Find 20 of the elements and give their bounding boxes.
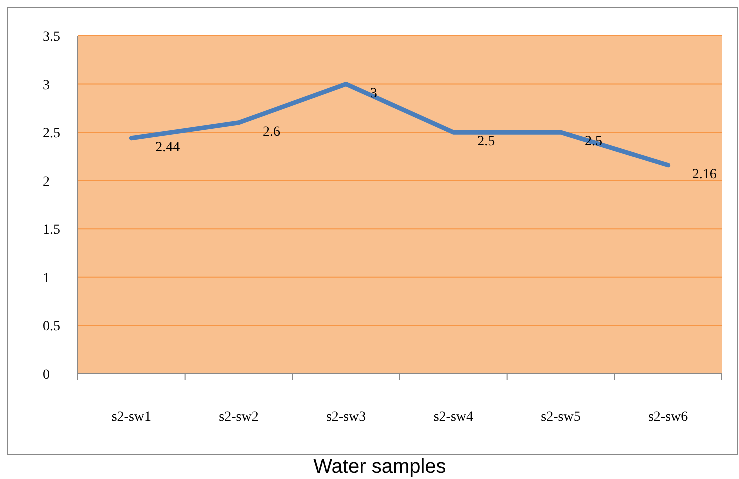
line-series <box>129 82 671 168</box>
y-tick-label: 1 <box>43 271 50 286</box>
x-axis-title: Water samples <box>314 456 446 478</box>
y-tick-label: 3 <box>43 78 50 94</box>
x-tick-label: s2-sw5 <box>541 410 581 425</box>
x-tick-label: s2-sw3 <box>326 410 366 425</box>
x-tick-label: s2-sw1 <box>112 410 152 425</box>
data-label: 2.5 <box>478 134 496 150</box>
data-label: 2.6 <box>263 124 280 140</box>
y-tick-label: 0 <box>43 368 50 383</box>
y-tick-label: 0.5 <box>43 320 60 335</box>
y-tick-label: 1.5 <box>43 223 60 238</box>
data-label: 2.44 <box>156 140 180 156</box>
y-tick-label: 3.5 <box>43 30 60 45</box>
x-tick-label: s2-sw6 <box>648 410 688 425</box>
x-tick-label: s2-sw4 <box>434 410 474 425</box>
x-tick-label: s2-sw2 <box>219 410 259 425</box>
data-label: 2.16 <box>692 167 717 182</box>
y-tick-label: 2.5 <box>43 126 60 142</box>
y-tick-label: 2 <box>43 174 50 190</box>
